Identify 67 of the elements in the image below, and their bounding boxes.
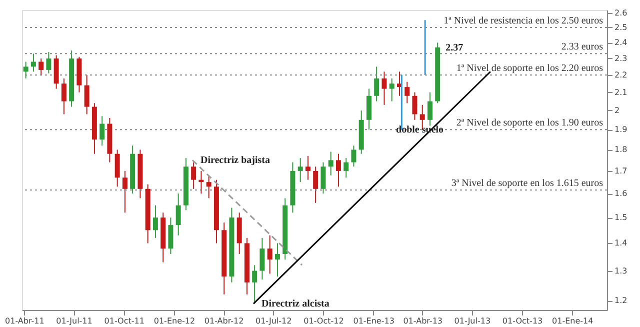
candlestick [38,58,44,76]
candlestick [46,52,52,74]
ref-line-label: 1ª Nivel de soporte en los 2.20 euros [456,63,604,74]
ref-line-label: 1ª Nivel de resistencia en los 2.50 euros [444,15,604,26]
candlestick [351,145,356,168]
candlestick [122,170,128,214]
candlestick [84,74,90,115]
candlestick [427,92,432,126]
ref-line-label: 2.33 euros [561,42,604,53]
candlestick [382,71,387,106]
candlestick [206,174,212,199]
candlestick [344,158,349,178]
y-tick-label: 1.9 [614,125,628,134]
candlestick [336,153,341,188]
x-tick-label: 01-Oct-12 [304,316,344,326]
candlestick [30,53,36,72]
candlestick [313,166,318,204]
x-tick-label: 01-Abr-13 [403,316,442,326]
candlestick [152,204,158,238]
candlestick [374,66,380,102]
candlestick [404,81,410,104]
candlestick [328,151,334,176]
ref-line-label: 3ª Nivel de soporte en los 1.615 euros [451,178,604,190]
annotation: 2.37 [446,42,464,54]
x-tick-label: 01-Jul-11 [56,316,92,326]
x-tick-label: 01-Ene-14 [552,316,594,326]
candlestick [320,162,326,194]
y-tick-label: 2.2 [614,70,628,80]
candlestick [61,78,66,115]
x-tick-label: 01-Ene-13 [353,316,394,326]
candlestick [23,61,28,79]
y-tick-label: 1.8 [614,145,628,154]
candlestick [298,158,303,183]
x-tick-label: 01-Abr-11 [5,316,44,326]
candlestick [252,264,258,304]
y-tick-label: 1.7 [614,166,628,176]
x-tick-label: 01-Jul-13 [454,316,491,326]
y-tick-label: 1.2 [614,296,628,306]
candlestick [176,193,181,236]
candlestick [114,149,120,188]
y-tick-label: 2 [614,106,620,115]
annotation: Directriz bajista [200,155,270,166]
y-tick-label: 2.4 [614,38,628,48]
y-tick-label: 2.1 [614,88,628,97]
y-tick-label: 2.3 [614,54,628,63]
x-tick-label: 01-Oct-13 [502,316,543,326]
candlestick [267,234,272,274]
x-tick-label: 01-Abr-12 [204,316,244,326]
candlestick [412,92,418,120]
y-tick-label: 2.5 [614,22,628,32]
ref-line-label: 2ª Nivel de soporte en los 1.90 euros [456,118,604,129]
annotation: Directriz alcista [261,298,330,310]
candlestick [100,116,105,146]
y-tick-label: 1.5 [614,213,628,222]
y-tick-label: 1.4 [614,238,628,248]
y-tick-label: 1.3 [614,266,628,276]
candlestick [168,217,174,254]
y-tick-label: 2.6 [614,8,628,18]
x-tick-label: 01-Jul-12 [255,316,292,326]
candlestick [274,242,280,278]
y-tick-label: 1.6 [614,189,628,198]
x-tick-label: 01-Oct-11 [104,316,144,326]
candlestick [260,237,265,280]
candlestick [305,155,310,180]
candlestick [191,162,196,190]
candlestick [389,78,394,102]
x-tick-label: 01-Ene-12 [154,316,196,326]
